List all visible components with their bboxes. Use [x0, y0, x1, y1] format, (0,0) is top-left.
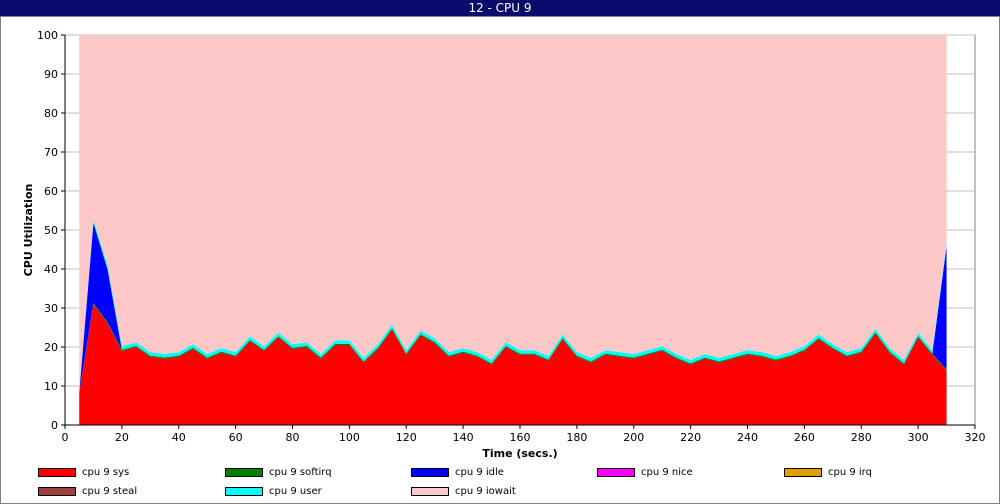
legend-label: cpu 9 irq	[828, 466, 872, 478]
x-tick-label: 60	[229, 431, 243, 444]
x-tick-label: 0	[62, 431, 69, 444]
legend-swatch	[411, 486, 449, 496]
legend-swatch	[597, 467, 635, 477]
window-title: 12 - CPU 9	[468, 1, 532, 15]
legend-label: cpu 9 iowait	[455, 485, 516, 497]
legend-item: cpu 9 steal	[38, 485, 137, 497]
legend-label: cpu 9 nice	[641, 466, 693, 478]
x-tick-label: 180	[566, 431, 587, 444]
y-tick-label: 60	[44, 185, 58, 198]
area-cpu-9-iowait	[79, 35, 947, 391]
legend-swatch	[225, 486, 263, 496]
legend-item: cpu 9 softirq	[225, 466, 332, 478]
x-tick-label: 300	[908, 431, 929, 444]
legend-label: cpu 9 sys	[82, 466, 130, 478]
legend-swatch	[38, 486, 76, 496]
legend-label: cpu 9 user	[269, 485, 322, 497]
legend-swatch	[784, 467, 822, 477]
axes: 0 10 20 30 40 50 60 70 80 90 100 0 20 40 60 80 100 120 140…	[37, 29, 986, 444]
x-tick-label: 240	[737, 431, 758, 444]
legend-item: cpu 9 user	[225, 485, 322, 497]
stacked-areas	[79, 35, 947, 425]
window-title-bar: 12 - CPU 9	[0, 0, 1000, 16]
legend-swatch	[411, 467, 449, 477]
y-tick-label: 50	[44, 224, 58, 237]
x-tick-label: 220	[680, 431, 701, 444]
x-tick-label: 120	[396, 431, 417, 444]
legend-item: cpu 9 irq	[784, 466, 872, 478]
y-tick-label: 20	[44, 341, 58, 354]
y-tick-label: 0	[51, 419, 58, 432]
area-cpu-9-sys	[79, 304, 947, 425]
x-tick-label: 260	[794, 431, 815, 444]
y-tick-label: 80	[44, 107, 58, 120]
y-axis-label: CPU Utilization	[22, 184, 35, 277]
legend-item: cpu 9 iowait	[411, 485, 516, 497]
x-tick-label: 20	[115, 431, 129, 444]
y-tick-label: 90	[44, 68, 58, 81]
legend-label: cpu 9 idle	[455, 466, 504, 478]
legend-item: cpu 9 idle	[411, 466, 504, 478]
x-tick-label: 40	[172, 431, 186, 444]
y-tick-label: 100	[37, 29, 58, 42]
x-tick-label: 140	[453, 431, 474, 444]
x-tick-label: 160	[510, 431, 531, 444]
x-tick-label: 320	[965, 431, 986, 444]
legend-label: cpu 9 softirq	[269, 466, 332, 478]
x-axis-label: Time (secs.)	[482, 447, 557, 460]
x-tick-label: 280	[851, 431, 872, 444]
legend-label: cpu 9 steal	[82, 485, 138, 497]
x-tick-label: 80	[286, 431, 300, 444]
y-tick-label: 70	[44, 146, 58, 159]
y-tick-label: 40	[44, 263, 58, 276]
legend-item: cpu 9 sys	[38, 466, 129, 478]
legend-swatch	[38, 467, 76, 477]
legend: cpu 9 sys cpu 9 softirq cpu 9 idle cpu 9 ni…	[0, 462, 1000, 502]
x-tick-label: 100	[339, 431, 360, 444]
y-tick-label: 10	[44, 380, 58, 393]
legend-item: cpu 9 nice	[597, 466, 693, 478]
x-tick-label: 200	[623, 431, 644, 444]
y-tick-label: 30	[44, 302, 58, 315]
legend-swatch	[225, 467, 263, 477]
